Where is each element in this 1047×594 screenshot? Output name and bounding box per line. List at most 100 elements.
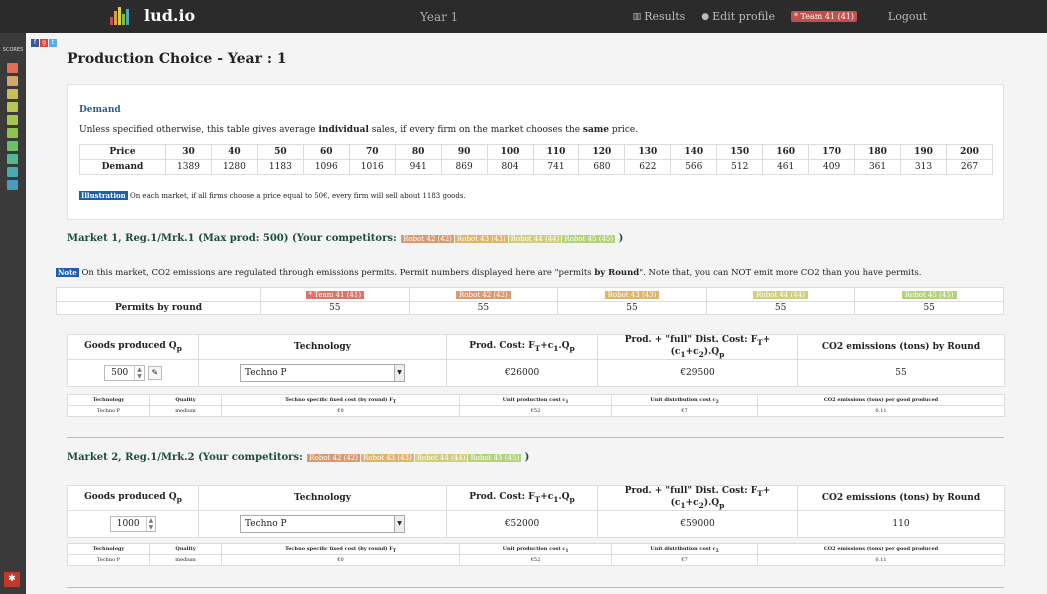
price-cell: 40: [210, 144, 258, 160]
illustration-tag: Illustration: [79, 191, 128, 200]
market1-tech-table: Technology Quality Techno specific fixed…: [67, 394, 1005, 417]
permit-value: 55: [260, 301, 410, 315]
goods-produced-input[interactable]: 500 ▲ ▼: [104, 364, 145, 381]
competitor-badge: Robot 43 (43): [360, 454, 414, 462]
illustration-note: Illustration On each market, if all firm…: [79, 191, 466, 200]
score-square[interactable]: [7, 102, 18, 112]
score-square[interactable]: [7, 141, 18, 151]
price-cell: 100: [486, 144, 534, 160]
demand-title: Demand: [79, 105, 121, 115]
permit-team-badge: * Team 41 (41): [305, 290, 365, 299]
demand-cell: 361: [854, 159, 901, 175]
demand-cell: 313: [900, 159, 947, 175]
divider: [67, 587, 1004, 588]
dist-cost-header: Prod. + "full" Dist. Cost: FT+(c1+c2).Qp: [597, 334, 798, 360]
score-square[interactable]: [7, 115, 18, 125]
prod-cost-value: €52000: [446, 509, 598, 538]
market1-production-table: Goods produced Qp Technology Prod. Cost:…: [67, 334, 1005, 387]
price-cell: 70: [348, 144, 396, 160]
price-cell: 150: [716, 144, 764, 160]
permits-note: Note On this market, CO2 emissions are r…: [56, 268, 922, 278]
top-navbar: lud.io Year 1 ▥ Results ● Edit profile *…: [0, 0, 1047, 33]
brand[interactable]: lud.io: [110, 5, 195, 25]
brand-name: lud.io: [144, 5, 196, 25]
demand-cell: 1389: [165, 159, 212, 175]
technology-select[interactable]: Techno P ▼: [240, 514, 405, 533]
permit-value: 55: [854, 301, 1004, 315]
co2-value: 55: [797, 358, 1005, 387]
score-square[interactable]: [7, 63, 18, 73]
demand-cell: 1183: [256, 159, 304, 175]
technology-header: Technology: [198, 334, 447, 360]
price-cell: 90: [440, 144, 488, 160]
competitor-badge: Robot 45 (45): [468, 454, 522, 462]
demand-cell: 512: [716, 159, 764, 175]
score-square[interactable]: [7, 128, 18, 138]
competitor-badge: Robot 43 (43): [454, 235, 508, 243]
co2-header: CO2 emissions (tons) by Round: [797, 334, 1005, 360]
market2-title: Market 2, Reg.1/Mrk.2 (Your competitors:…: [67, 452, 530, 463]
google-plus-icon[interactable]: g: [40, 39, 48, 47]
spinner-arrows-icon[interactable]: ▲ ▼: [134, 365, 142, 380]
permit-value: 55: [408, 301, 559, 315]
results-link[interactable]: ▥ Results: [633, 10, 686, 23]
permit-value: 55: [705, 301, 856, 315]
score-square[interactable]: [7, 167, 18, 177]
permits-label: Permits by round: [56, 301, 261, 315]
competitor-badge: Robot 45 (45): [562, 235, 616, 243]
demand-panel: Demand Unless specified otherwise, this …: [67, 84, 1004, 220]
demand-table: Price 30 40 50 60 70 80 90 100 110 120 130 140 150 160…: [79, 144, 994, 175]
price-cell: 60: [302, 144, 350, 160]
logout-link[interactable]: Logout: [887, 10, 927, 23]
competitor-badge: Robot 42 (42): [401, 235, 454, 243]
permit-value: 55: [557, 301, 707, 315]
market2-tech-table: Technology Quality Techno specific fixed…: [67, 543, 1005, 566]
social-share: f g t: [31, 39, 57, 47]
price-row-label: Price: [79, 144, 166, 160]
demand-cell: 741: [532, 159, 580, 175]
page-title: Production Choice - Year : 1: [67, 51, 287, 67]
edit-profile-label: Edit profile: [712, 10, 775, 23]
price-cell: 190: [900, 144, 947, 160]
permit-team-badge: Robot 42 (42): [456, 290, 511, 299]
demand-cell: 869: [440, 159, 488, 175]
demand-cell: 461: [762, 159, 810, 175]
demand-row-label: Demand: [79, 159, 166, 175]
spinner-arrows-icon[interactable]: ▲ ▼: [145, 516, 153, 531]
price-cell: 180: [854, 144, 901, 160]
permits-table: * Team 41 (41) Robot 42 (42) Robot 43 (43)…: [56, 287, 1004, 315]
price-cell: 170: [808, 144, 856, 160]
chevron-down-icon[interactable]: ▼: [394, 515, 404, 532]
score-square[interactable]: [7, 180, 18, 190]
competitor-badge: Robot 44 (44): [414, 454, 468, 462]
permit-team-badge: Robot 44 (44): [753, 290, 808, 299]
team-badge[interactable]: * Team 41 (41): [790, 11, 857, 22]
dist-cost-value: €29500: [597, 358, 798, 387]
demand-cell: 941: [394, 159, 442, 175]
price-cell: 110: [532, 144, 580, 160]
price-cell: 120: [578, 144, 626, 160]
facebook-icon[interactable]: f: [31, 39, 39, 47]
scores-sidebar: SCORES ✱: [0, 33, 26, 594]
note-tag: Note: [56, 268, 79, 277]
goods-header: Goods produced Qp: [67, 334, 199, 360]
goods-produced-input[interactable]: 1000 ▲ ▼: [109, 515, 157, 532]
market2-production-table: Goods produced Qp Technology Prod. Cost:…: [67, 485, 1005, 538]
edit-profile-link[interactable]: ● Edit profile: [701, 10, 775, 23]
technology-select[interactable]: Techno P ▼: [240, 363, 405, 382]
score-square[interactable]: [7, 154, 18, 164]
chevron-down-icon[interactable]: ▼: [394, 364, 404, 381]
twitter-icon[interactable]: t: [49, 39, 57, 47]
year-label: Year 1: [420, 10, 459, 24]
home-icon[interactable]: ✱: [4, 572, 20, 587]
price-cell: 80: [394, 144, 442, 160]
demand-cell: 1096: [302, 159, 350, 175]
score-square[interactable]: [7, 89, 18, 99]
magic-wand-icon[interactable]: ✎: [147, 365, 162, 380]
scores-label: SCORES: [2, 47, 24, 53]
price-cell: 200: [945, 144, 994, 160]
price-cell: 130: [624, 144, 672, 160]
price-cell: 160: [762, 144, 810, 160]
score-square[interactable]: [7, 76, 18, 86]
prod-cost-value: €26000: [446, 358, 598, 387]
